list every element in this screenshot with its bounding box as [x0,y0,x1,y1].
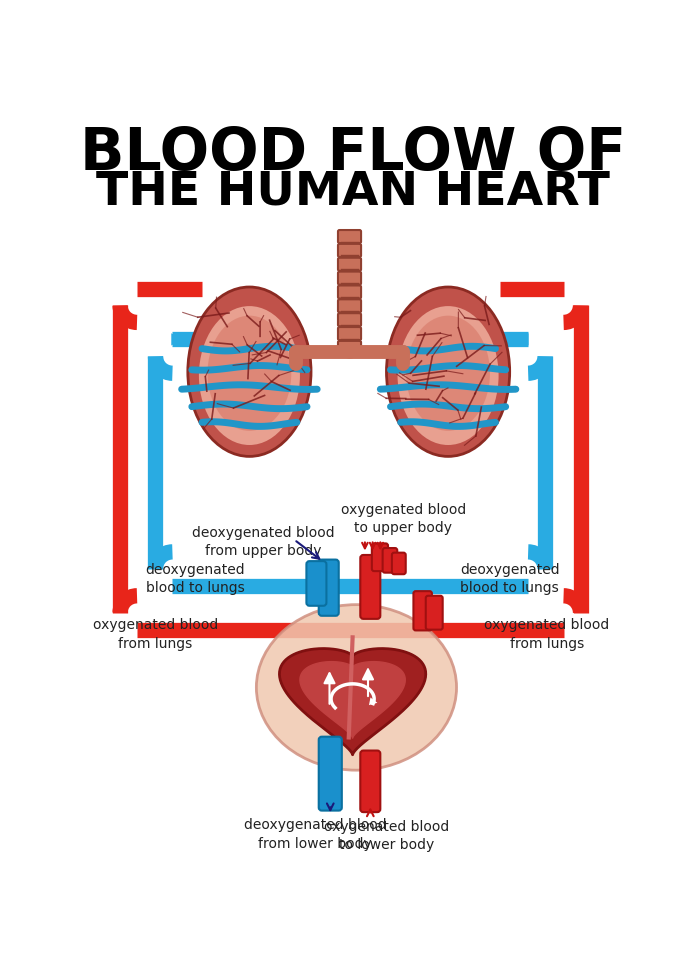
FancyBboxPatch shape [426,596,442,630]
Polygon shape [300,662,405,738]
FancyBboxPatch shape [372,544,388,571]
Ellipse shape [199,306,300,445]
Text: oxygenated blood
to lower body: oxygenated blood to lower body [324,820,449,853]
Text: oxygenated blood
to upper body: oxygenated blood to upper body [341,503,466,535]
Ellipse shape [406,316,490,431]
FancyBboxPatch shape [338,258,361,270]
FancyBboxPatch shape [383,548,397,572]
Ellipse shape [188,287,311,457]
Text: BLOOD FLOW OF: BLOOD FLOW OF [80,125,625,182]
Text: deoxygenated
blood to lungs: deoxygenated blood to lungs [460,563,559,595]
Text: oxygenated blood
from lungs: oxygenated blood from lungs [484,618,610,651]
FancyBboxPatch shape [338,327,361,340]
Ellipse shape [257,605,457,770]
Ellipse shape [398,306,499,445]
Text: oxygenated blood
from lungs: oxygenated blood from lungs [93,618,218,651]
Text: deoxygenated blood
from upper body: deoxygenated blood from upper body [192,525,334,558]
Ellipse shape [387,287,510,457]
FancyBboxPatch shape [338,244,361,257]
FancyBboxPatch shape [338,230,361,243]
Text: deoxygenated blood
from lower body: deoxygenated blood from lower body [244,818,386,851]
Ellipse shape [208,316,291,431]
FancyBboxPatch shape [319,560,338,615]
FancyBboxPatch shape [338,341,361,354]
FancyBboxPatch shape [338,314,361,326]
FancyBboxPatch shape [338,271,361,284]
Text: THE HUMAN HEART: THE HUMAN HEART [96,170,610,215]
FancyBboxPatch shape [413,591,432,630]
FancyBboxPatch shape [338,299,361,313]
FancyBboxPatch shape [306,562,326,606]
Text: deoxygenated
blood to lungs: deoxygenated blood to lungs [146,563,246,595]
FancyBboxPatch shape [361,751,380,812]
Polygon shape [279,649,426,755]
FancyBboxPatch shape [319,737,342,810]
FancyBboxPatch shape [361,555,380,619]
FancyBboxPatch shape [392,553,406,574]
FancyBboxPatch shape [338,285,361,299]
